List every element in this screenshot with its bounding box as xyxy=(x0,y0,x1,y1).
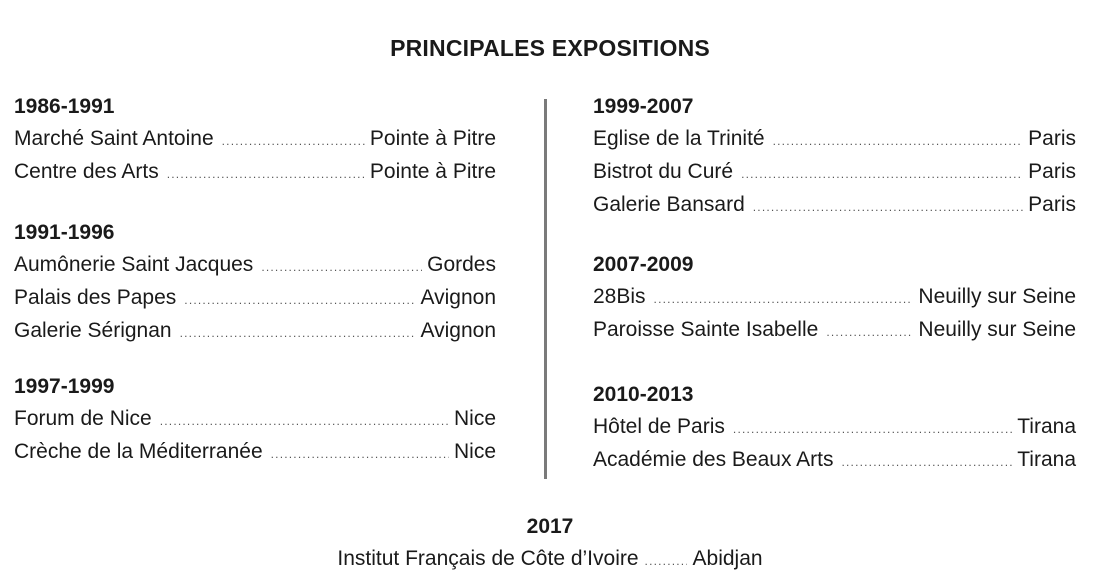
venue-name: Paroisse Sainte Isabelle xyxy=(593,318,819,341)
exhibition-entry: Eglise de la Trinité Paris xyxy=(593,122,1076,155)
footer-year: 2017 xyxy=(526,515,574,538)
exhibition-entry: Marché Saint Antoine Pointe à Pitre xyxy=(14,122,496,155)
column-divider xyxy=(544,99,547,479)
exhibition-entry: Paroisse Sainte Isabelle Neuilly sur Sei… xyxy=(593,313,1076,346)
venue-name: Crèche de la Méditerranée xyxy=(14,440,263,463)
dot-leader xyxy=(222,125,365,158)
dot-leader xyxy=(160,405,449,438)
venue-name: Palais des Papes xyxy=(14,286,177,309)
exhibition-group: 1991-1996 Aumônerie Saint Jacques Gordes… xyxy=(14,218,496,372)
venue-name: Eglise de la Trinité xyxy=(593,127,765,150)
venue-name: Institut Français de Côte d’Ivoire xyxy=(337,547,639,570)
dot-leader xyxy=(180,317,416,350)
exhibition-group: 2010-2013 Hôtel de Paris Tirana Académie… xyxy=(593,380,1076,476)
group-year: 1999-2007 xyxy=(593,95,694,118)
city-name: Nice xyxy=(453,440,496,463)
exhibition-entry: Académie des Beaux Arts Tirana xyxy=(593,443,1076,476)
venue-name: 28Bis xyxy=(593,285,646,308)
exhibition-entry: Centre des Arts Pointe à Pitre xyxy=(14,155,496,188)
city-name: Paris xyxy=(1028,127,1076,150)
exhibition-entry: Forum de Nice Nice xyxy=(14,402,496,435)
exhibition-entry: Crèche de la Méditerranée Nice xyxy=(14,435,496,468)
exhibition-entry: Galerie Sérignan Avignon xyxy=(14,314,496,347)
dot-leader xyxy=(654,283,914,316)
group-year: 2010-2013 xyxy=(593,383,694,406)
city-name: Paris xyxy=(1028,193,1076,216)
exhibition-entry: Hôtel de Paris Tirana xyxy=(593,410,1076,443)
city-name: Pointe à Pitre xyxy=(369,160,496,183)
group-year: 1997-1999 xyxy=(14,375,115,398)
dot-leader xyxy=(271,438,449,471)
left-column: 1986-1991 Marché Saint Antoine Pointe à … xyxy=(14,92,496,468)
dot-leader xyxy=(753,191,1023,224)
venue-name: Forum de Nice xyxy=(14,407,152,430)
dot-leader xyxy=(645,544,687,578)
dot-leader xyxy=(841,446,1012,479)
city-name: Avignon xyxy=(420,319,496,342)
city-name: Neuilly sur Seine xyxy=(918,285,1076,308)
city-name: Paris xyxy=(1028,160,1076,183)
dot-leader xyxy=(741,158,1023,191)
venue-name: Hôtel de Paris xyxy=(593,415,725,438)
group-year: 1986-1991 xyxy=(14,95,115,118)
venue-name: Bistrot du Curé xyxy=(593,160,734,183)
exhibition-entry: Palais des Papes Avignon xyxy=(14,281,496,314)
exhibition-entry: Galerie Bansard Paris xyxy=(593,188,1076,221)
exhibition-entry: Bistrot du Curé Paris xyxy=(593,155,1076,188)
dot-leader xyxy=(167,158,365,191)
dot-leader xyxy=(184,284,415,317)
city-name: Tirana xyxy=(1017,415,1076,438)
dot-leader xyxy=(826,316,913,349)
venue-name: Marché Saint Antoine xyxy=(14,127,214,150)
footer-entry: Institut Français de Côte d’Ivoire Abidj… xyxy=(337,542,762,578)
city-name: Gordes xyxy=(427,253,496,276)
dot-leader xyxy=(733,413,1012,446)
dot-leader xyxy=(773,125,1024,158)
venue-name: Aumônerie Saint Jacques xyxy=(14,253,254,276)
city-name: Abidjan xyxy=(692,547,763,570)
exhibition-group: 1997-1999 Forum de Nice Nice Crèche de l… xyxy=(14,372,496,468)
exhibition-group: 1986-1991 Marché Saint Antoine Pointe à … xyxy=(14,92,496,218)
city-name: Pointe à Pitre xyxy=(369,127,496,150)
exhibition-group: 1999-2007 Eglise de la Trinité Paris Bis… xyxy=(593,92,1076,250)
city-name: Nice xyxy=(453,407,496,430)
venue-name: Galerie Sérignan xyxy=(14,319,172,342)
exhibition-entry: 28Bis Neuilly sur Seine xyxy=(593,280,1076,313)
city-name: Avignon xyxy=(420,286,496,309)
venue-name: Académie des Beaux Arts xyxy=(593,448,834,471)
city-name: Tirana xyxy=(1017,448,1076,471)
page-title: PRINCIPALES EXPOSITIONS xyxy=(390,35,710,62)
group-year: 2007-2009 xyxy=(593,253,694,276)
exhibition-group: 2007-2009 28Bis Neuilly sur Seine Parois… xyxy=(593,250,1076,380)
venue-name: Centre des Arts xyxy=(14,160,159,183)
dot-leader xyxy=(261,251,422,284)
footer-exhibition: 2017 Institut Français de Côte d’Ivoire … xyxy=(0,512,1100,578)
exhibition-entry: Aumônerie Saint Jacques Gordes xyxy=(14,248,496,281)
venue-name: Galerie Bansard xyxy=(593,193,745,216)
group-year: 1991-1996 xyxy=(14,221,115,244)
city-name: Neuilly sur Seine xyxy=(918,318,1076,341)
right-column: 1999-2007 Eglise de la Trinité Paris Bis… xyxy=(593,92,1076,476)
